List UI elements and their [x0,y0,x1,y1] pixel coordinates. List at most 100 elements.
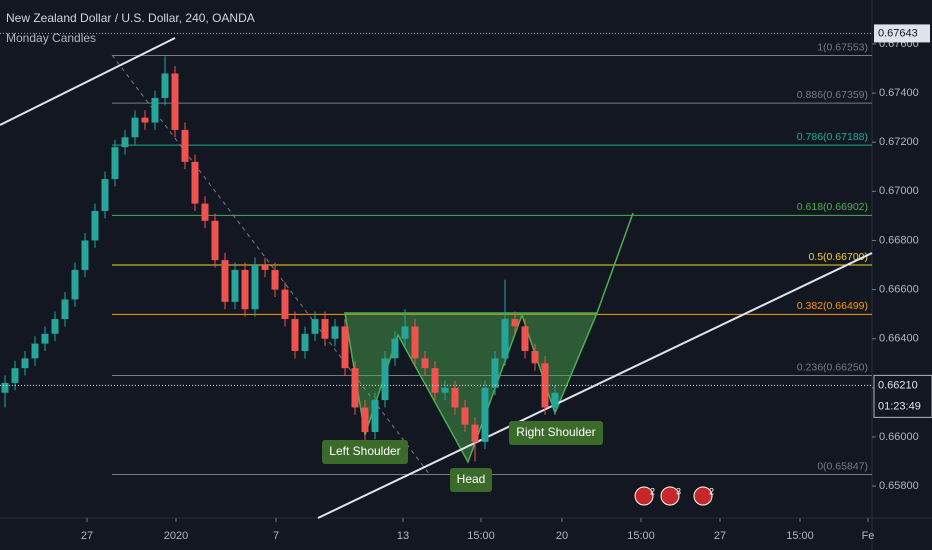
candle-body [21,358,29,369]
trend-line [0,37,176,126]
x-tick-label: 2020 [164,530,188,542]
candle-body [201,203,209,221]
candle-body [341,326,349,369]
event-count: 3 [676,486,681,496]
candle-body [321,319,329,339]
event-icon[interactable] [660,486,680,506]
fib-label: 1(0.67553) [817,41,868,53]
candle-body [411,326,419,359]
candle-body [91,210,99,241]
candle-body [301,333,309,351]
fib-label: 0.382(0.66499) [797,300,868,312]
fib-label: 0.5(0.66700) [808,251,868,263]
candle-body [191,161,199,204]
candle-body [461,407,469,425]
event-count: 2 [709,486,714,496]
candle-body [51,319,59,334]
candle-body [421,358,429,369]
countdown: 01:23:49 [878,400,921,412]
candle-body [401,326,409,339]
x-tick-label: 15:00 [467,530,495,542]
candle-body [431,368,439,393]
candle-body [61,299,69,320]
y-tick-label: 0.67400 [879,87,919,99]
candle-body [481,387,489,442]
candles [1,56,559,462]
candle-body [361,407,369,433]
axes: 0.658000.660000.662000.664000.666000.668… [0,24,932,542]
candle-body [501,319,509,359]
candle-body [241,269,249,310]
trend-line [317,252,873,519]
candle-body [511,319,519,327]
candle-body [71,269,79,300]
chart-subtitle: Monday Candles [6,31,96,45]
candle-body [291,319,299,351]
x-tick-label: Fe [862,530,875,542]
candle-body [521,326,529,351]
candle-body [281,289,289,320]
candle-body [181,129,189,162]
fib-label: 0.236(0.66250) [797,361,868,373]
event-count: 2 [650,486,655,496]
annotation: Right Shoulder [516,425,595,439]
candle-body [381,358,389,401]
last-price-box [873,374,932,418]
candle-body [131,117,139,138]
candle-body [101,179,109,211]
candle-body [81,240,89,270]
candle-body [221,260,229,302]
candle-body [331,326,339,339]
fib-label: 0.886(0.67359) [797,89,868,101]
candle-body [491,358,499,388]
high-marker-box [874,24,930,43]
annotation: Left Shoulder [329,444,400,458]
candle-body [371,400,379,433]
fib-label: 0.618(0.66902) [797,201,868,213]
candle-body [121,137,129,148]
candle-body [151,98,159,123]
candle-body [451,387,459,408]
candle-body [391,338,399,359]
high-marker-label: 0.67643 [878,27,918,39]
candle-body [141,117,149,123]
candle-body [261,265,269,270]
candle-body [161,73,169,98]
candle-body [231,269,239,302]
y-tick-label: 0.66000 [879,431,919,443]
y-tick-label: 0.66800 [879,234,919,246]
candle-body [271,269,279,290]
event-icon[interactable] [634,486,654,506]
candle-body [111,147,119,180]
last-price-label: 0.66210 [878,379,918,391]
pattern-target-line [596,212,634,314]
candle-body [31,343,39,359]
y-tick-label: 0.66600 [879,283,919,295]
y-tick-label: 0.66400 [879,333,919,345]
annotation-box [450,468,492,492]
x-tick-label: 27 [81,530,93,542]
candle-body [41,333,49,344]
candle-body [171,73,179,130]
fib-retracement: 1(0.67553) 0.886(0.67359) 0.786(0.67188) 0.… [112,41,872,476]
y-tick-label: 0.65800 [879,480,919,492]
candle-body [531,350,539,364]
chart-title: New Zealand Dollar / U.S. Dollar, 240, O… [6,11,255,25]
fib-label: 0(0.65847) [817,460,868,472]
annotation: Head [457,472,486,486]
candle-body [351,368,359,408]
x-tick-label: 7 [273,530,279,542]
annotation-box [322,440,408,464]
candle-body [211,220,219,261]
candle-body [441,387,449,393]
event-icon[interactable] [693,486,713,506]
candle-body [311,319,319,334]
candle-body [541,363,549,408]
annotation-box [509,421,603,445]
candle-body [11,368,19,383]
y-tick-label: 0.67000 [879,185,919,197]
x-tick-label: 15:00 [786,530,814,542]
y-tick-label: 0.67200 [879,136,919,148]
